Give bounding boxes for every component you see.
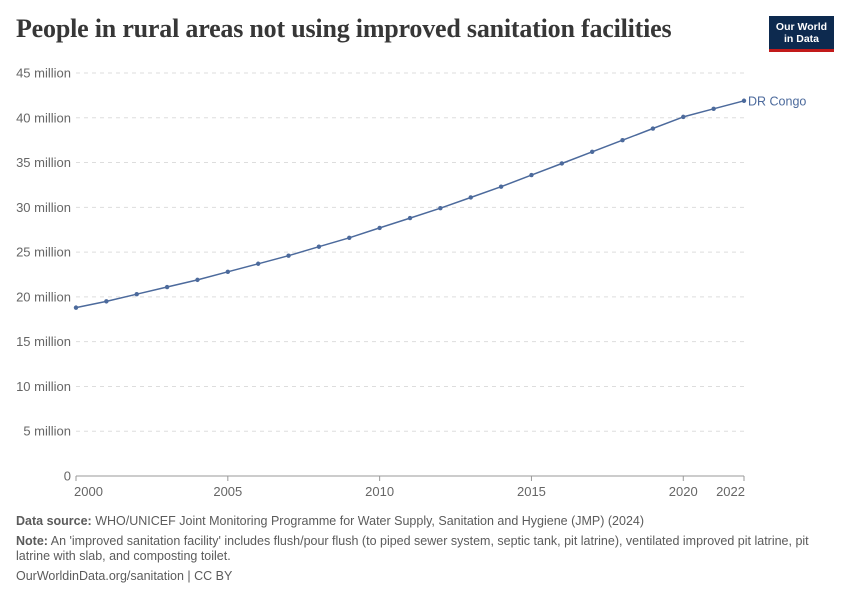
series-label[interactable]: DR Congo: [748, 94, 806, 108]
data-point[interactable]: [195, 277, 200, 283]
chart-note: Note: An 'improved sanitation facility' …: [16, 534, 836, 564]
data-point[interactable]: [711, 106, 716, 112]
x-axis: 2000 2005 2010 2015 2020 2022: [74, 475, 745, 499]
y-tick-label: 30 million: [16, 200, 71, 215]
x-tick-label: 2022: [716, 484, 745, 499]
owid-logo[interactable]: Our World in Data: [769, 16, 834, 52]
data-point[interactable]: [468, 195, 473, 200]
y-tick-label: 10 million: [16, 379, 71, 394]
data-source-text[interactable]: WHO/UNICEF Joint Monitoring Programme fo…: [95, 514, 645, 528]
data-point[interactable]: [559, 161, 565, 166]
note-label: Note:: [16, 534, 48, 548]
data-point[interactable]: [620, 137, 625, 143]
chart-title: People in rural areas not using improved…: [16, 14, 672, 43]
x-tick-label: 2005: [213, 484, 242, 499]
y-tick-label: 45 million: [16, 66, 71, 81]
y-tick-label: 15 million: [16, 334, 71, 349]
y-tick-label: 25 million: [16, 245, 71, 260]
data-point[interactable]: [286, 253, 291, 258]
data-source: Data source: WHO/UNICEF Joint Monitoring…: [16, 514, 836, 529]
data-point[interactable]: [681, 114, 686, 120]
note-text: An 'improved sanitation facility' includ…: [16, 534, 809, 563]
data-point[interactable]: [377, 225, 382, 231]
x-tick-label: 2020: [669, 484, 698, 499]
data-point[interactable]: [347, 235, 352, 240]
y-tick-label: 20 million: [16, 289, 71, 304]
y-tick-label: 35 million: [16, 155, 71, 170]
data-point[interactable]: [134, 292, 139, 297]
data-point[interactable]: [438, 206, 443, 211]
logo-line-2: in Data: [783, 33, 819, 45]
data-point[interactable]: [225, 269, 231, 275]
series-line[interactable]: [75, 100, 745, 309]
x-tick-label: 2000: [74, 484, 103, 499]
data-source-label: Data source:: [16, 514, 92, 528]
data-point[interactable]: [73, 305, 79, 310]
y-axis: 0 5 million 10 million 15 million 20 million…: [16, 66, 71, 484]
series-layer: DR Congo: [73, 94, 806, 310]
data-point[interactable]: [589, 149, 595, 155]
grid-lines: [76, 72, 744, 432]
line-chart: 0 5 million 10 million 15 million 20 million…: [16, 66, 806, 500]
credit-line[interactable]: OurWorldinData.org/sanitation | CC BY: [16, 569, 233, 583]
data-point[interactable]: [650, 126, 656, 131]
data-point[interactable]: [164, 284, 170, 290]
data-point[interactable]: [104, 299, 109, 304]
data-point[interactable]: [529, 172, 534, 178]
logo-line-1: Our World: [775, 21, 828, 33]
x-tick-label: 2010: [365, 484, 394, 499]
chart-footer: Data source: WHO/UNICEF Joint Monitoring…: [16, 514, 836, 589]
data-point[interactable]: [255, 261, 261, 266]
y-tick-label: 40 million: [16, 110, 71, 125]
y-tick-label: 0: [64, 469, 71, 484]
data-point[interactable]: [741, 98, 747, 103]
data-point[interactable]: [498, 184, 504, 189]
data-point[interactable]: [407, 215, 413, 221]
y-tick-label: 5 million: [23, 424, 71, 439]
x-tick-label: 2015: [517, 484, 546, 499]
data-point[interactable]: [316, 244, 322, 249]
